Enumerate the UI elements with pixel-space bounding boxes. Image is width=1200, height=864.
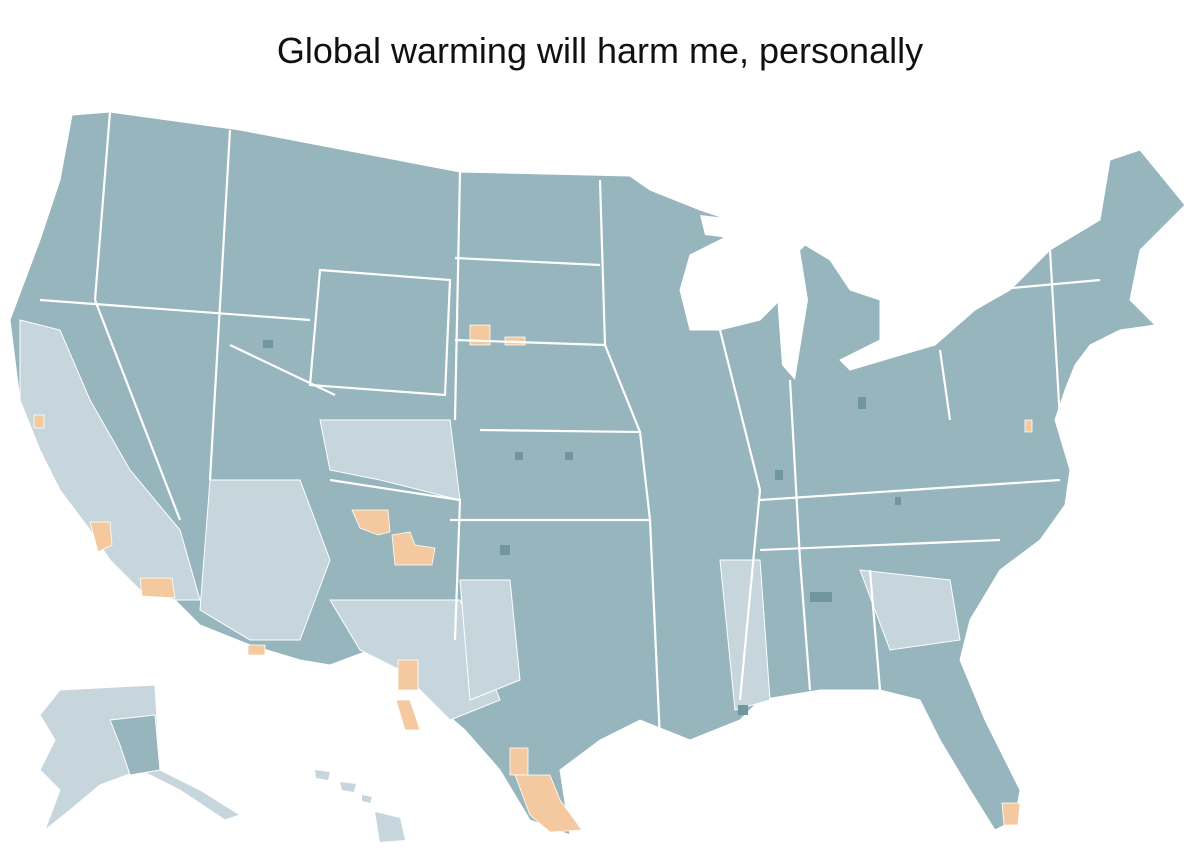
disagree-county [397,659,419,691]
mixed-region [319,419,461,501]
strong-agree-county [515,452,523,460]
state-border [759,478,1061,502]
disagree-county [139,577,176,599]
state-border [868,569,882,691]
strong-agree-county [895,497,901,505]
disagree-county [247,644,266,656]
lake-superior [700,215,760,240]
state-border [879,278,1101,302]
state-border [308,268,452,397]
hawaii-island [362,795,372,803]
disagree-county [395,699,421,731]
contiguous-us [9,111,1186,836]
strong-agree-county [565,452,573,460]
disagree-county [514,774,583,833]
disagree-county [89,521,113,553]
state-border [93,111,112,301]
mixed-region [459,579,521,701]
state-border [329,478,462,641]
state-border [598,179,652,521]
mixed-region [199,479,331,641]
state-border [1048,249,1062,421]
lake-michigan [775,250,808,380]
strong-agree-county [263,340,273,348]
state-border [39,298,311,322]
disagree-county [33,414,45,429]
mixed-region [859,569,961,651]
state-border [453,171,462,421]
state-border [648,519,662,741]
map-title: Global warming will harm me, personally [276,30,924,71]
disagree-county [391,531,436,566]
state-border [454,256,601,267]
state-border [229,344,336,396]
hawaii-island [375,812,405,842]
state-border [208,129,232,481]
state-border [788,379,802,561]
state-border [93,299,182,521]
state-border [454,338,606,347]
strong-agree-county [775,470,783,480]
strong-agree-county [500,545,510,555]
hawaii-island [315,770,330,780]
strong-agree-county [810,592,832,602]
state-border [938,349,952,421]
mixed-region [719,559,771,711]
disagree-county [509,747,529,776]
strong-agree-county [738,705,748,715]
disagree-county [351,509,391,536]
strong-agree-county [858,397,866,409]
state-border [798,559,812,691]
state-border [759,538,1001,552]
state-border [479,428,641,434]
state-border [718,329,762,701]
disagree-county [1024,419,1033,433]
hawaii-island [340,782,356,792]
disagree-county [1001,802,1021,826]
alaska-southeast-region [109,714,161,776]
